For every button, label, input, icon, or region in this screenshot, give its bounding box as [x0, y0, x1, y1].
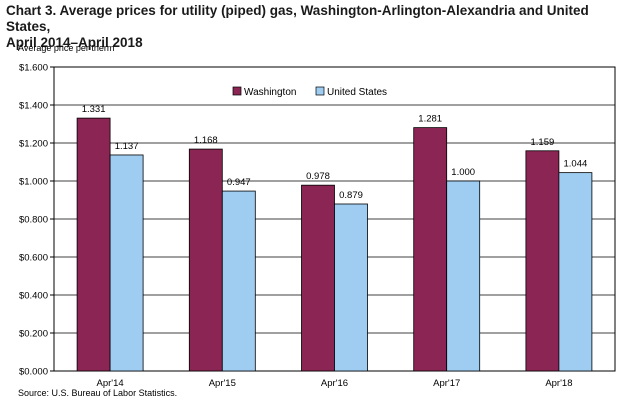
x-tick-label: Apr'18 [545, 378, 572, 389]
x-axis-labels: Apr'14 Apr'15 Apr'16 Apr'17 Apr'18 [97, 378, 573, 389]
data-label: 1.000 [451, 167, 475, 178]
chart-title-line1: Chart 3. Average prices for utility (pip… [6, 3, 589, 34]
y-tick-label: $1.400 [19, 101, 48, 112]
x-tick-label: Apr'17 [433, 378, 460, 389]
y-tick-label: $0.600 [19, 253, 48, 264]
data-label: 0.879 [339, 190, 363, 201]
data-label: 1.159 [531, 137, 555, 148]
data-label: 1.331 [82, 104, 106, 115]
legend-swatch [315, 86, 325, 96]
y-axis-ticks: $0.000 $0.200 $0.400 $0.600 $0.800 $1.000 $1.2… [19, 63, 54, 378]
chart-title-line2: April 2014–April 2018 [6, 35, 143, 50]
y-tick-label: $1.600 [19, 63, 48, 74]
legend-label: United States [327, 87, 387, 98]
bar-washington [413, 127, 448, 372]
bar-washington [188, 148, 223, 372]
legend: Washington United States [232, 86, 387, 98]
x-tick-label: Apr'16 [321, 378, 348, 389]
bar-united-states [558, 172, 593, 372]
bar-united-states [109, 154, 144, 372]
legend-label: Washington [244, 87, 296, 98]
data-label: 1.044 [564, 159, 588, 170]
data-label: 1.281 [418, 114, 442, 125]
y-tick-label: $1.200 [19, 139, 48, 150]
bar-united-states [221, 190, 256, 372]
legend-swatch [232, 86, 242, 96]
data-label: 0.947 [227, 177, 251, 188]
source-note: Source: U.S. Bureau of Labor Statistics. [18, 388, 178, 398]
data-label: 1.137 [115, 141, 139, 152]
y-tick-label: $1.000 [19, 177, 48, 188]
y-tick-label: $0.400 [19, 291, 48, 302]
chart-title: Chart 3. Average prices for utility (pip… [6, 3, 626, 51]
y-tick-label: $0.800 [19, 215, 48, 226]
bar-washington [525, 150, 560, 372]
bar-united-states [446, 180, 481, 372]
x-tick-label: Apr'14 [97, 378, 124, 389]
y-tick-label: $0.000 [19, 367, 48, 378]
y-tick-label: $0.200 [19, 329, 48, 340]
bar-washington [76, 117, 111, 372]
bar-united-states [334, 203, 368, 372]
data-label: 0.978 [306, 171, 330, 182]
data-label: 1.168 [194, 135, 218, 146]
bar-washington [301, 184, 335, 372]
y-axis-label: Average price per therm [18, 43, 115, 53]
x-tick-label: Apr'15 [209, 378, 236, 389]
bars: 1.331 1.137 1.168 0.947 0.978 0.879 1.281 1.000… [76, 104, 593, 372]
